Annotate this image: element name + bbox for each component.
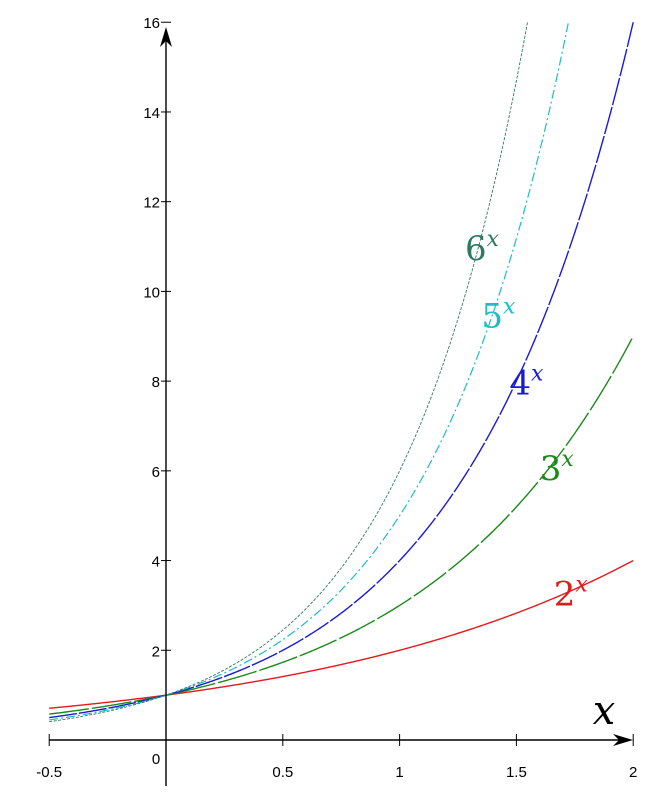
series-2-line	[49, 559, 634, 709]
series-5-line	[49, 22, 570, 721]
x-tick-label: 2	[629, 764, 637, 781]
x-tick-label: 0.5	[272, 764, 293, 781]
y-tick-label: 14	[143, 105, 160, 122]
series-4-line	[49, 22, 634, 719]
labels-layer: x 2x 3x 4x 5x 6x	[465, 227, 615, 734]
y-tick-label: 12	[143, 195, 160, 212]
x-tick-label: 1	[395, 764, 403, 781]
axes-layer	[49, 27, 633, 786]
series-6-label: 6x	[465, 227, 500, 269]
x-axis-arrow	[613, 734, 633, 746]
y-tick-label: 6	[152, 464, 160, 481]
curves-layer	[49, 22, 634, 723]
x-axis-title: x	[593, 688, 616, 734]
x-tick-label: -0.5	[36, 764, 62, 781]
y-tick-label: 4	[152, 554, 160, 571]
y-tick-label: 16	[143, 15, 160, 32]
y-tick-label: 2	[152, 643, 160, 660]
y-axis-arrow	[160, 27, 172, 47]
y-tick-label: 8	[152, 374, 160, 391]
y-tick-label: 10	[143, 284, 160, 301]
series-2-label: 2x	[554, 572, 589, 614]
series-5-label: 5x	[481, 294, 516, 336]
ticks-layer: -0.5 0 0.5 1 1.5 2 2 4 6 8 10 12 14 16	[36, 15, 637, 781]
series-3-label: 3x	[540, 447, 575, 489]
x-tick-label: 1.5	[506, 764, 527, 781]
series-3-line	[49, 335, 634, 715]
x-tick-label: 0	[152, 751, 160, 768]
series-4-label: 4x	[509, 362, 544, 404]
series-6-line	[49, 22, 528, 723]
